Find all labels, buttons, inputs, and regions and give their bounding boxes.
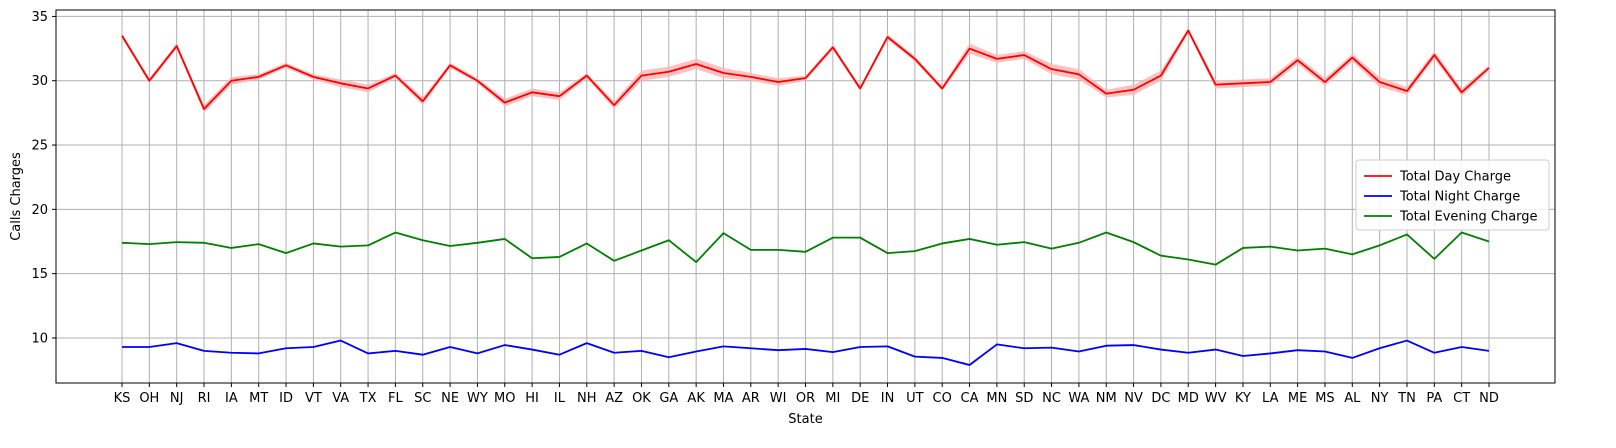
x-tick-label: OH [139,391,159,406]
x-tick-label: SD [1015,391,1033,406]
x-tick-label: MN [986,391,1007,406]
x-tick-label: AK [687,391,705,406]
x-tick-label: DE [851,391,869,406]
y-tick-label: 20 [31,203,48,218]
x-tick-label: NC [1042,391,1061,406]
legend-label: Total Day Charge [1399,170,1511,185]
x-tick-label: SC [414,391,431,406]
legend-box [1355,159,1550,231]
x-tick-label: FL [388,391,403,406]
x-axis-ticks: KS OH NJ RI IA MT ID VT VA TX FL SC NE WY MO HI IL NH AZ OK… [114,383,1499,406]
x-tick-label: NY [1371,391,1389,406]
x-tick-label: LA [1262,391,1279,406]
x-tick-label: WA [1068,391,1089,406]
x-tick-label: TX [359,391,377,406]
series-lines [121,29,1490,366]
y-tick-label: 25 [31,139,48,154]
x-tick-label: WY [467,391,488,406]
x-tick-label: DC [1151,391,1170,406]
x-tick-label: MA [713,391,733,406]
x-tick-label: HI [525,391,539,406]
series-line [122,339,1490,366]
legend: Total Day Charge Total Night Charge Total … [1355,159,1550,231]
x-tick-label: NJ [170,391,184,406]
x-tick-label: IN [881,391,895,406]
x-axis-label: State [788,412,822,427]
x-tick-label: WI [770,391,787,406]
x-tick-label: VT [305,391,322,406]
y-tick-label: 15 [31,267,48,282]
x-tick-label: OR [796,391,815,406]
y-tick-label: 30 [31,74,48,89]
y-axis-ticks: 10 15 20 25 30 35 [31,10,56,346]
x-tick-label: OK [632,391,651,406]
y-axis-label: Calls Charges [9,152,24,241]
x-tick-label: NV [1124,391,1143,406]
x-tick-label: ND [1479,391,1499,406]
x-tick-label: CT [1453,391,1470,406]
x-tick-label: KY [1235,391,1251,406]
x-tick-label: WV [1205,391,1227,406]
x-tick-label: MD [1178,391,1199,406]
legend-label: Total Night Charge [1399,190,1520,205]
x-tick-label: NE [441,391,459,406]
grid-lines [56,10,1555,383]
x-tick-label: UT [906,391,924,406]
x-tick-label: PA [1426,391,1442,406]
x-tick-label: KS [114,391,131,406]
x-tick-label: ME [1288,391,1307,406]
x-tick-label: CA [961,391,979,406]
x-tick-label: AR [742,391,760,406]
y-tick-label: 35 [31,10,48,25]
x-tick-label: MT [249,391,268,406]
x-tick-label: VA [332,391,349,406]
x-tick-label: NM [1096,391,1117,406]
series-line [121,29,1490,110]
x-tick-label: AL [1344,391,1361,406]
y-tick-label: 10 [31,331,48,346]
x-tick-label: ID [279,391,293,406]
x-tick-label: IA [225,391,238,406]
x-tick-label: GA [659,391,678,406]
x-tick-label: MO [494,391,515,406]
x-tick-label: CO [933,391,952,406]
x-tick-label: RI [198,391,211,406]
legend-label: Total Evening Charge [1399,210,1538,225]
x-tick-label: IL [554,391,566,406]
x-tick-label: TN [1397,391,1416,406]
x-tick-label: NH [577,391,597,406]
x-tick-label: AZ [605,391,623,406]
x-tick-label: MI [825,391,840,406]
series-line [121,231,1490,266]
x-tick-label: MS [1315,391,1334,406]
